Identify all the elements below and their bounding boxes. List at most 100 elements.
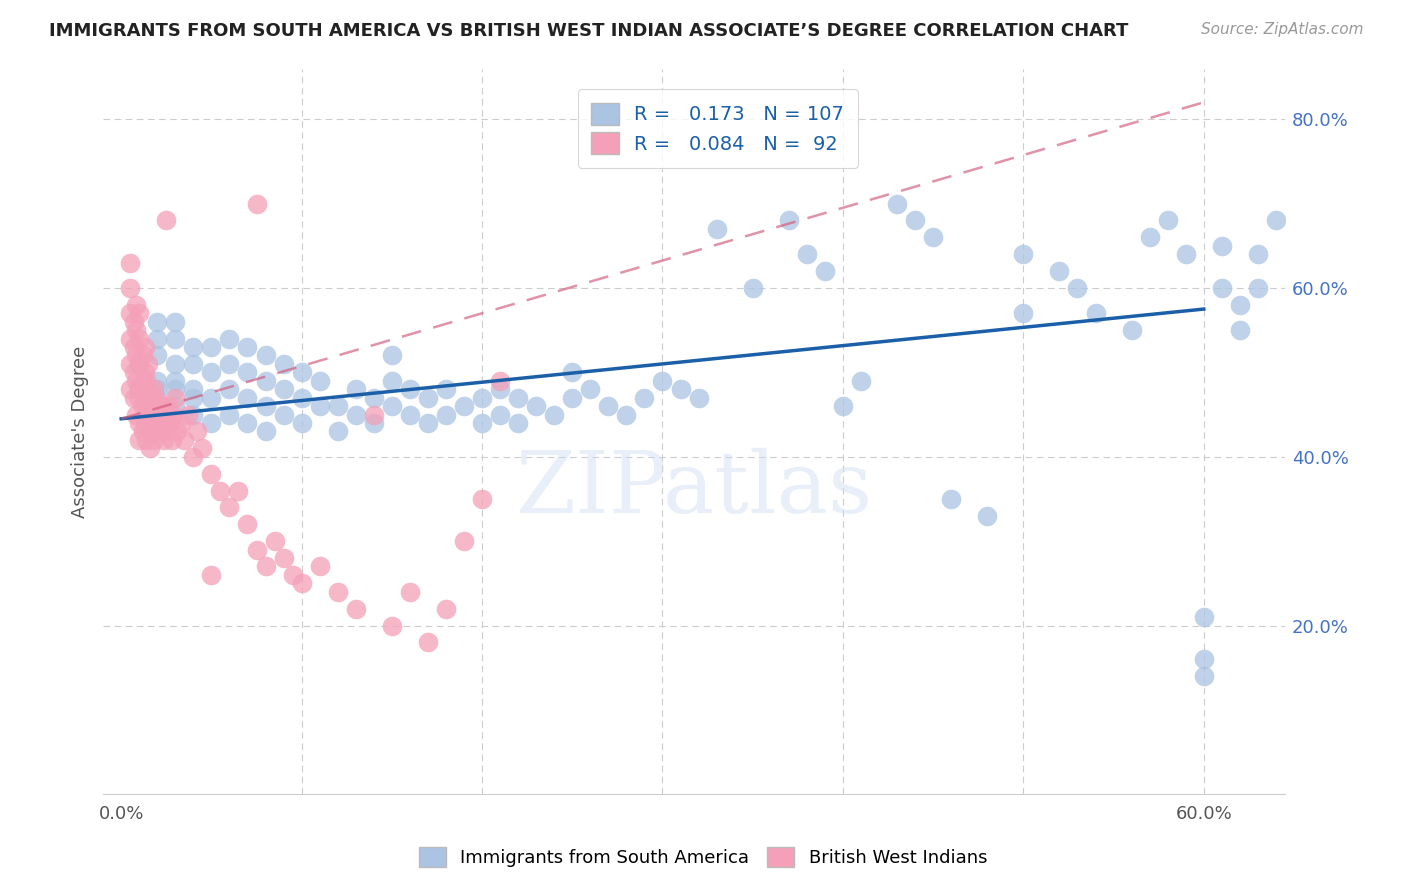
Point [326, 425, 349, 439]
Point [122, 391, 145, 405]
Point [326, 584, 349, 599]
Point [170, 416, 193, 430]
Point [1049, 264, 1071, 278]
Point [1066, 281, 1088, 295]
Point [165, 315, 187, 329]
Point [706, 222, 728, 236]
Point [236, 340, 259, 354]
Point [165, 391, 187, 405]
Point [200, 467, 222, 481]
Point [128, 306, 150, 320]
Point [134, 416, 156, 430]
Point [254, 559, 277, 574]
Point [124, 323, 146, 337]
Point [416, 416, 439, 430]
Point [183, 340, 205, 354]
Point [200, 568, 222, 582]
Point [832, 399, 855, 413]
Point [128, 332, 150, 346]
Point [363, 391, 385, 405]
Point [124, 374, 146, 388]
Point [453, 399, 475, 413]
Point [149, 399, 172, 413]
Point [146, 382, 169, 396]
Point [363, 416, 385, 430]
Point [142, 433, 165, 447]
Point [1211, 239, 1233, 253]
Point [166, 425, 188, 439]
Point [132, 374, 155, 388]
Point [579, 382, 602, 396]
Point [778, 213, 800, 227]
Point [1265, 213, 1288, 227]
Point [471, 416, 494, 430]
Point [1229, 323, 1251, 337]
Point [254, 349, 277, 363]
Point [263, 534, 285, 549]
Point [146, 391, 169, 405]
Point [273, 382, 295, 396]
Point [134, 391, 156, 405]
Point [489, 374, 512, 388]
Point [155, 213, 177, 227]
Point [308, 399, 330, 413]
Point [191, 442, 214, 456]
Point [200, 365, 222, 379]
Point [124, 349, 146, 363]
Point [153, 433, 176, 447]
Point [904, 213, 927, 227]
Point [1192, 610, 1215, 624]
Point [142, 382, 165, 396]
Point [291, 576, 314, 591]
Point [186, 425, 208, 439]
Point [281, 568, 304, 582]
Point [165, 374, 187, 388]
Point [134, 365, 156, 379]
Point [741, 281, 763, 295]
Point [543, 408, 565, 422]
Point [471, 491, 494, 506]
Point [135, 374, 157, 388]
Point [344, 382, 367, 396]
Text: Source: ZipAtlas.com: Source: ZipAtlas.com [1201, 22, 1364, 37]
Point [128, 382, 150, 396]
Point [200, 340, 222, 354]
Point [146, 425, 169, 439]
Point [1012, 247, 1035, 261]
Point [1012, 306, 1035, 320]
Point [120, 357, 142, 371]
Point [132, 349, 155, 363]
Point [200, 391, 222, 405]
Point [254, 425, 277, 439]
Point [399, 584, 422, 599]
Point [236, 517, 259, 532]
Point [1247, 281, 1270, 295]
Point [145, 391, 167, 405]
Point [183, 382, 205, 396]
Point [141, 399, 163, 413]
Text: ZIPatlas: ZIPatlas [516, 448, 873, 531]
Point [146, 315, 169, 329]
Point [273, 408, 295, 422]
Point [124, 298, 146, 312]
Point [148, 416, 170, 430]
Point [273, 551, 295, 566]
Point [120, 332, 142, 346]
Point [976, 508, 998, 523]
Point [135, 433, 157, 447]
Point [157, 399, 180, 413]
Point [434, 382, 457, 396]
Point [245, 196, 267, 211]
Point [218, 408, 240, 422]
Point [132, 399, 155, 413]
Point [218, 382, 240, 396]
Point [399, 382, 422, 396]
Point [254, 374, 277, 388]
Point [152, 408, 174, 422]
Point [139, 416, 162, 430]
Point [489, 408, 512, 422]
Text: IMMIGRANTS FROM SOUTH AMERICA VS BRITISH WEST INDIAN ASSOCIATE’S DEGREE CORRELAT: IMMIGRANTS FROM SOUTH AMERICA VS BRITISH… [49, 22, 1129, 40]
Point [561, 391, 583, 405]
Point [416, 391, 439, 405]
Point [254, 399, 277, 413]
